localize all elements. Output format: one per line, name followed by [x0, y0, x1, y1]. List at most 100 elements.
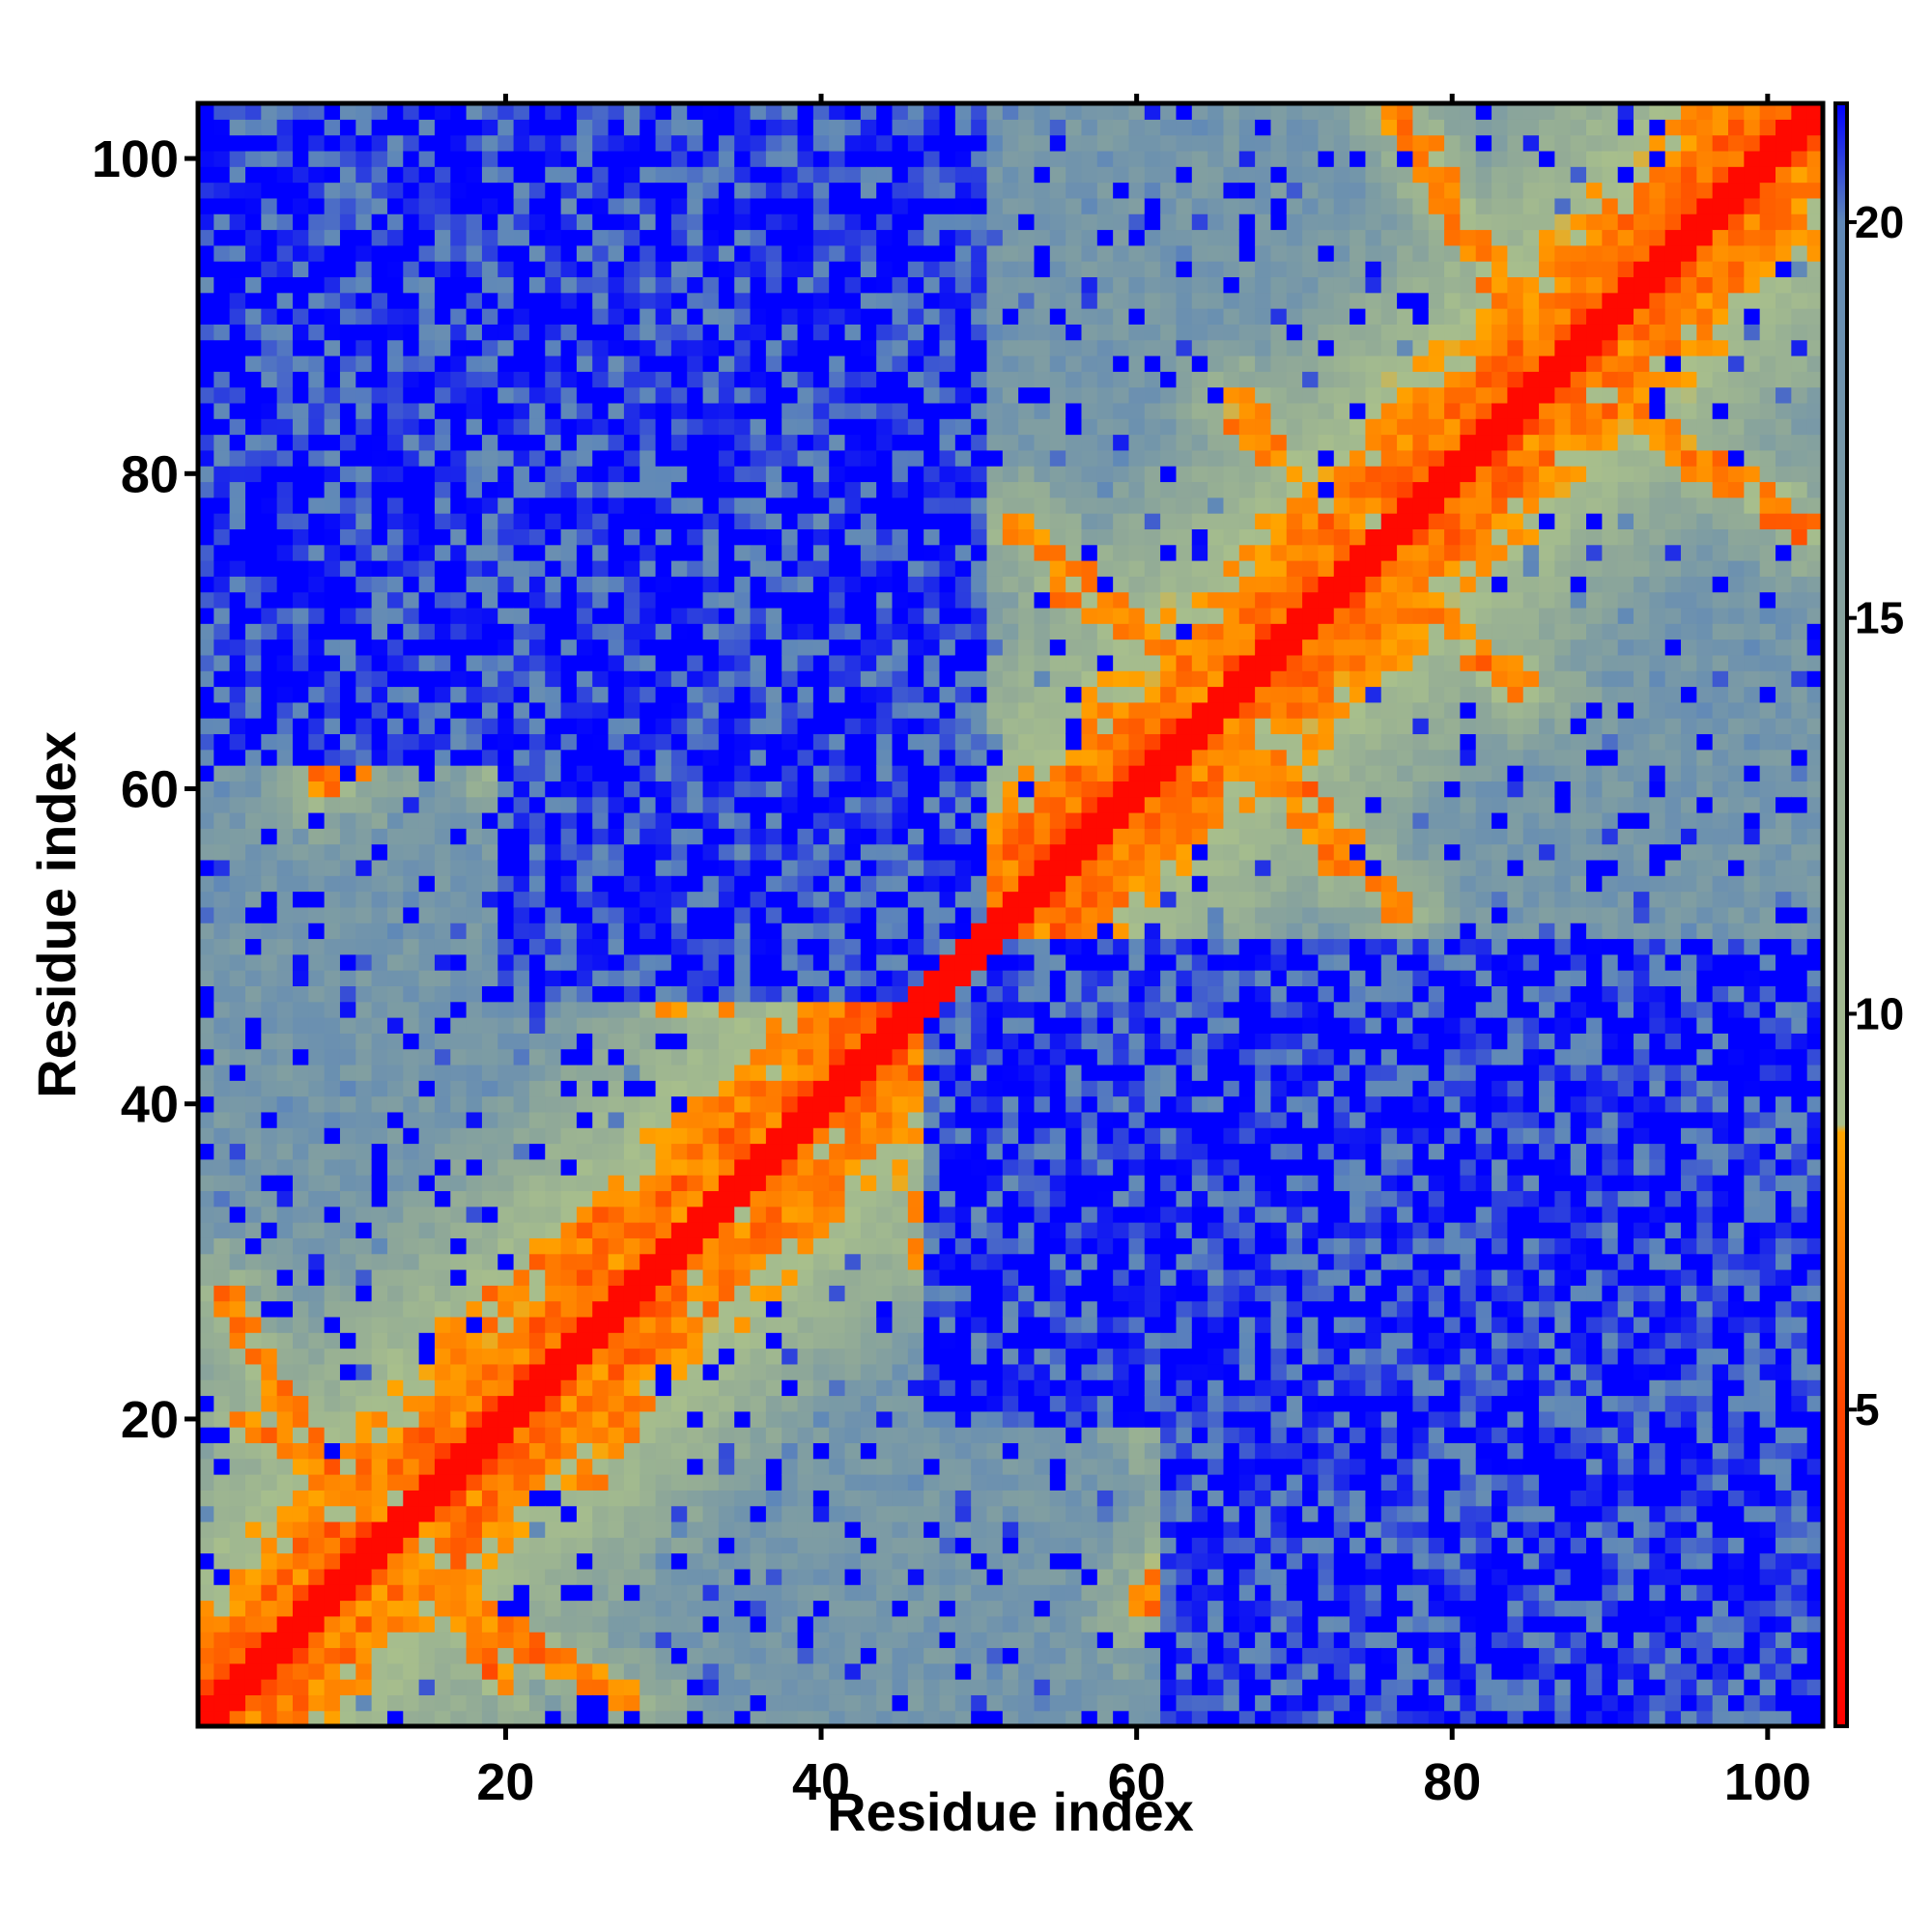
heatmap-cell	[687, 339, 704, 356]
heatmap-cell	[592, 1080, 610, 1097]
heatmap-cell	[528, 402, 546, 419]
heatmap-cell	[939, 402, 956, 419]
heatmap-cell	[718, 1033, 735, 1050]
heatmap-cell	[734, 1679, 752, 1695]
heatmap-cell	[734, 749, 752, 766]
heatmap-cell	[623, 449, 640, 467]
heatmap-cell	[244, 639, 262, 656]
heatmap-cell	[198, 654, 214, 671]
heatmap-cell	[545, 324, 562, 341]
heatmap-cell	[844, 449, 862, 467]
heatmap-cell	[876, 449, 894, 467]
heatmap-cell	[623, 324, 640, 341]
heatmap-cell	[355, 1158, 373, 1176]
heatmap-cell	[592, 276, 610, 294]
heatmap-cell	[497, 639, 515, 656]
heatmap-cell	[670, 560, 688, 577]
heatmap-cell	[528, 1379, 546, 1397]
heatmap-cell	[608, 796, 625, 813]
heatmap-cell	[513, 875, 530, 893]
heatmap-cell	[670, 497, 688, 514]
heatmap-cell	[923, 1190, 941, 1208]
heatmap-cell	[734, 1048, 752, 1065]
heatmap-cell	[371, 560, 388, 577]
heatmap-cell	[339, 528, 356, 546]
heatmap-cell	[434, 1127, 451, 1145]
heatmap-cell	[781, 1520, 799, 1538]
heatmap-cell	[481, 261, 498, 278]
heatmap-cell	[829, 749, 846, 766]
heatmap-cell	[244, 324, 262, 341]
heatmap-cell	[497, 1111, 515, 1128]
heatmap-cell	[954, 1080, 972, 1097]
heatmap-cell	[860, 150, 877, 167]
heatmap-cell	[229, 1520, 246, 1538]
heatmap-cell	[528, 1647, 546, 1664]
heatmap-cell	[907, 1710, 924, 1727]
heatmap-cell	[797, 654, 814, 671]
heatmap-cell	[292, 781, 309, 798]
heatmap-cell	[954, 1662, 972, 1680]
heatmap-cell	[892, 781, 909, 798]
heatmap-cell	[639, 103, 657, 120]
heatmap-cell	[781, 166, 799, 184]
heatmap-cell	[797, 449, 814, 467]
heatmap-cell	[923, 1505, 941, 1522]
heatmap-cell	[923, 134, 941, 152]
heatmap-cell	[592, 1710, 610, 1727]
heatmap-cell	[765, 119, 782, 136]
heatmap-cell	[339, 386, 356, 404]
heatmap-cell	[371, 623, 388, 640]
heatmap-cell	[244, 1427, 262, 1444]
heatmap-cell	[876, 607, 894, 624]
heatmap-cell	[734, 1442, 752, 1460]
heatmap-cell	[276, 765, 294, 781]
heatmap-cell	[923, 1316, 941, 1333]
heatmap-cell	[560, 339, 578, 356]
heatmap-cell	[907, 1442, 924, 1460]
heatmap-cell	[876, 1520, 894, 1538]
heatmap-cell	[939, 1175, 956, 1192]
heatmap-cell	[781, 654, 799, 671]
heatmap-cell	[702, 1001, 720, 1018]
heatmap-cell	[244, 811, 262, 829]
heatmap-cell	[276, 418, 294, 436]
heatmap-cell	[892, 1190, 909, 1208]
heatmap-cell	[513, 1568, 530, 1585]
heatmap-cell	[797, 1395, 814, 1412]
heatmap-cell	[244, 276, 262, 294]
heatmap-cell	[954, 1410, 972, 1428]
heatmap-cell	[812, 985, 830, 1003]
heatmap-cell	[876, 1253, 894, 1270]
heatmap-cell	[292, 544, 309, 561]
heatmap-cell	[545, 1064, 562, 1081]
heatmap-cell	[844, 765, 862, 781]
heatmap-cell	[750, 1143, 767, 1160]
heatmap-cell	[371, 103, 388, 120]
heatmap-cell	[324, 1048, 341, 1065]
heatmap-cell	[497, 1410, 515, 1428]
heatmap-cell	[639, 1348, 657, 1365]
heatmap-cell	[244, 449, 262, 467]
heatmap-cell	[687, 213, 704, 231]
heatmap-cell	[639, 749, 657, 766]
heatmap-cell	[765, 623, 782, 640]
heatmap-cell	[860, 528, 877, 546]
heatmap-cell	[308, 371, 326, 388]
heatmap-cell	[244, 765, 262, 781]
heatmap-cell	[623, 765, 640, 781]
heatmap-cell	[797, 528, 814, 546]
heatmap-cell	[292, 985, 309, 1003]
heatmap-cell	[781, 213, 799, 231]
heatmap-cell	[939, 906, 956, 923]
heatmap-cell	[497, 1442, 515, 1460]
heatmap-cell	[718, 1222, 735, 1238]
heatmap-cell	[434, 1001, 451, 1018]
heatmap-cell	[623, 654, 640, 671]
heatmap-cell	[434, 1268, 451, 1286]
heatmap-cell	[213, 670, 231, 688]
heatmap-cell	[860, 670, 877, 688]
heatmap-cell	[797, 402, 814, 419]
heatmap-cell	[261, 607, 278, 624]
heatmap-cell	[481, 1332, 498, 1350]
